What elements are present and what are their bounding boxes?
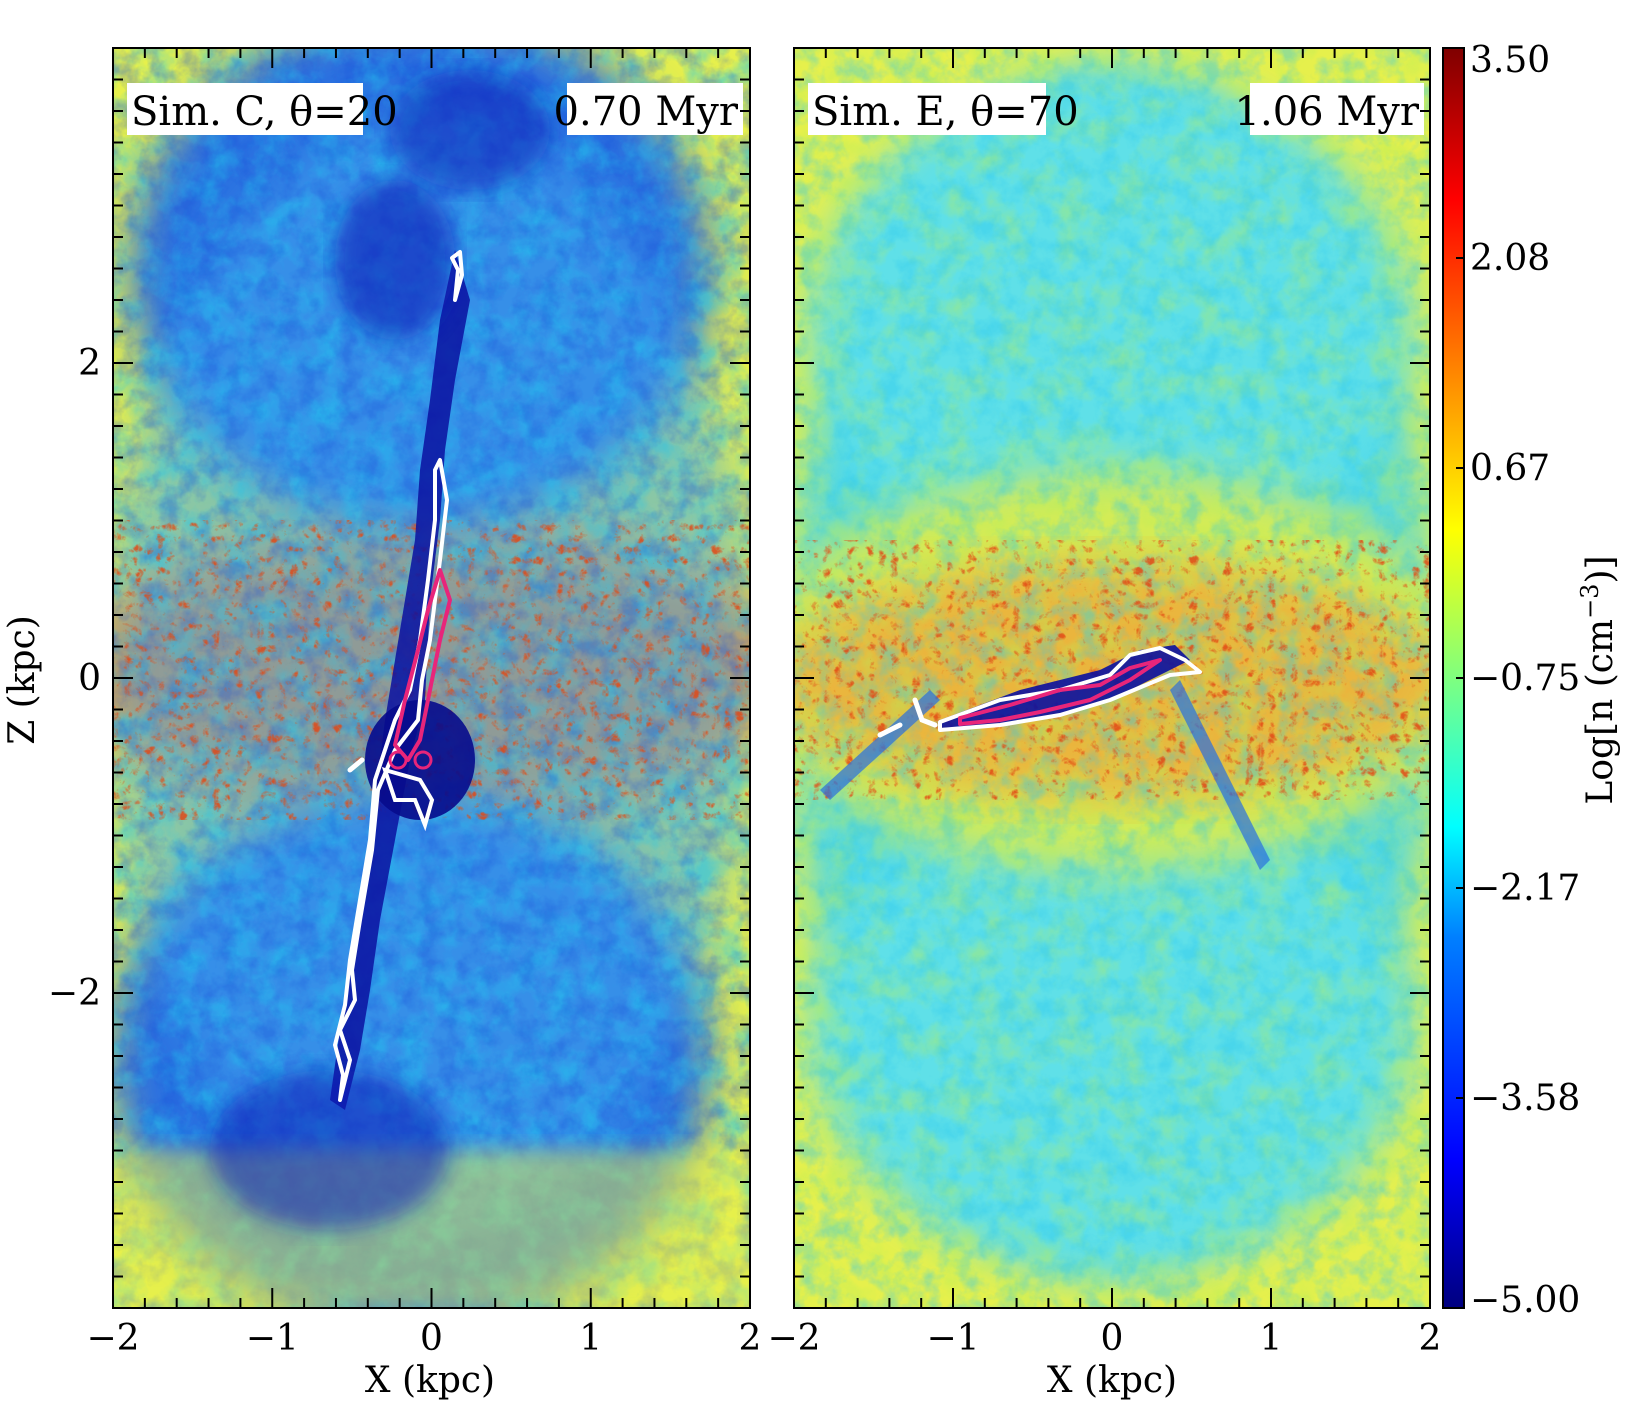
jet-contour-inner-e (958, 658, 1162, 726)
axis-ticks-sim-c (112, 47, 751, 1309)
colorbar-tick-label: 3.50 (1470, 40, 1550, 81)
y-tick-label: −2 (48, 973, 101, 1014)
colorbar-tick-label: −0.75 (1470, 658, 1580, 699)
jet-contour-inner (393, 568, 452, 762)
time-label-sim-e: 1.06 Myr (1235, 89, 1420, 135)
colorbar-tick-label: 2.08 (1470, 238, 1550, 279)
x-tick-label: −1 (926, 1318, 979, 1359)
axis-ticks-sim-e (793, 47, 1431, 1309)
panel-sim-e: Sim. E, θ=70 1.06 Myr −2 −1 0 1 2 X (kpc) (767, 47, 1441, 1401)
colorbar-label: Log[n (cm−3)] (1576, 555, 1621, 804)
y-tick-label: 0 (78, 658, 101, 699)
y-tick-label: 2 (78, 343, 101, 384)
density-map-sim-c (113, 48, 750, 1308)
x-tick-label: −2 (767, 1318, 820, 1359)
colorbar-tick-label: 0.67 (1470, 448, 1550, 489)
label-box-time-e (1250, 83, 1424, 135)
x-axis-label-sim-e: X (kpc) (1047, 1360, 1177, 1401)
x-tick-label: 2 (739, 1318, 762, 1359)
jet-contour-outer-lower (381, 767, 435, 832)
x-tick-label: 1 (579, 1318, 602, 1359)
x-tick-label: 2 (1419, 1318, 1442, 1359)
colorbar-ticks: 3.50 2.08 0.67 −0.75 −2.17 −3.58 −5.00 (1456, 40, 1580, 1321)
x-tick-label: −1 (246, 1318, 299, 1359)
x-tick-label: −2 (86, 1318, 139, 1359)
panel-sim-c: Sim. C, θ=20 0.70 Myr −2 −1 0 1 2 2 0 −2 X (kpc… (2, 47, 762, 1401)
colorbar-tick-label: −2.17 (1470, 868, 1580, 909)
time-label-sim-c: 0.70 Myr (554, 89, 739, 135)
tick-labels-sim-e: −2 −1 0 1 2 (767, 1318, 1441, 1359)
colorbar: 3.50 2.08 0.67 −0.75 −2.17 −3.58 −5.00 Log[n (… (1442, 40, 1621, 1321)
label-box-sim-e (808, 83, 1046, 135)
colorbar-tick-label: −5.00 (1470, 1280, 1580, 1321)
x-tick-label: 0 (1101, 1318, 1124, 1359)
y-axis-label: Z (kpc) (2, 615, 43, 745)
label-box-time-c (567, 83, 743, 135)
density-map-sim-e (794, 48, 1430, 1308)
panel-label-sim-c: Sim. C, θ=20 (131, 89, 398, 135)
tick-labels-sim-c: −2 −1 0 1 2 2 0 −2 (48, 343, 762, 1359)
x-axis-label-sim-c: X (kpc) (365, 1360, 495, 1401)
label-box-sim-c (127, 83, 363, 135)
panel-label-sim-e: Sim. E, θ=70 (812, 89, 1079, 135)
x-tick-label: 1 (1260, 1318, 1283, 1359)
colorbar-tick-label: −3.58 (1470, 1078, 1580, 1119)
x-tick-label: 0 (420, 1318, 443, 1359)
